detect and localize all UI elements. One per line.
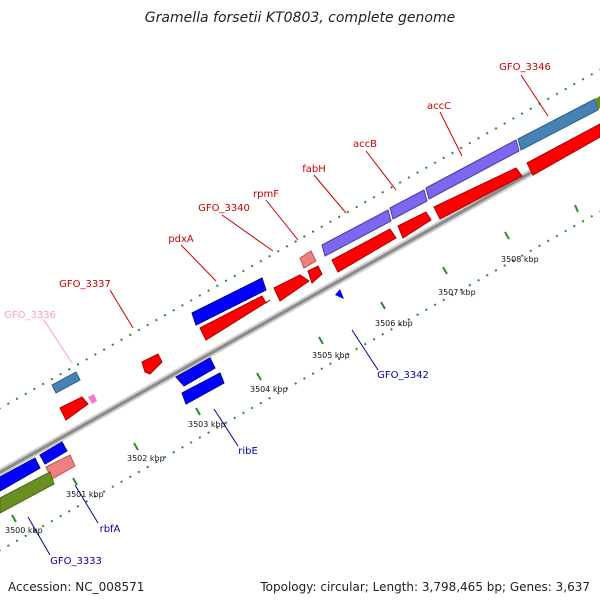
kbp-ticks <box>11 204 579 523</box>
kbp-label-3504: 3504 kbp <box>250 385 288 394</box>
gene-label-rpmF[interactable]: rpmF <box>253 189 279 200</box>
gene-label-GFO_3340[interactable]: GFO_3340 <box>198 203 250 214</box>
gene-label-accC[interactable]: accC <box>427 101 451 112</box>
gene-block-red-left[interactable] <box>59 396 89 421</box>
gene-block-rbfA-1[interactable] <box>39 441 68 465</box>
leader-lines-bottom <box>27 329 379 556</box>
features-strand-plus-outer <box>51 96 600 394</box>
gene-label-ribE[interactable]: ribE <box>238 446 258 457</box>
leader-lines-top <box>43 74 549 364</box>
gene-block-blue-left[interactable] <box>0 457 41 492</box>
features-strand-plus-inner <box>59 123 600 421</box>
kbp-label-3500: 3500 kbp <box>5 526 43 535</box>
gene-block-red-fabH[interactable] <box>331 228 397 273</box>
gene-block-pdxA[interactable] <box>191 277 267 326</box>
gene-block-GFO_3342[interactable] <box>335 289 344 299</box>
gene-label-GFO_3337[interactable]: GFO_3337 <box>59 279 111 290</box>
kbp-labels: 3500 kbp 3501 kbp 3502 kbp 3503 kbp 3504… <box>5 255 539 535</box>
rna-block-rpmF[interactable] <box>299 250 317 269</box>
gene-label-GFO_3342[interactable]: GFO_3342 <box>377 370 429 381</box>
map-title: Gramella forsetii KT0803, complete genom… <box>144 10 456 26</box>
gene-block-red-pdxA[interactable] <box>199 295 271 341</box>
gene-labels-top: GFO_3336 GFO_3337 pdxA GFO_3340 rpmF fab… <box>4 62 551 321</box>
kbp-label-3508: 3508 kbp <box>501 255 539 264</box>
gene-label-fabH[interactable]: fabH <box>302 164 326 175</box>
gene-label-GFO_3333[interactable]: GFO_3333 <box>50 556 102 567</box>
gene-block-red-3346[interactable] <box>526 123 600 176</box>
gene-block-ribE-1[interactable] <box>175 357 216 387</box>
gene-label-GFO_3346[interactable]: GFO_3346 <box>499 62 551 73</box>
genome-axis <box>0 129 600 477</box>
kbp-label-3503: 3503 kbp <box>188 420 226 429</box>
gene-block-steelblue-1[interactable] <box>51 371 81 394</box>
gene-block-olive-left[interactable] <box>0 471 55 514</box>
gene-label-rbfA[interactable]: rbfA <box>100 524 121 535</box>
gene-label-pdxA[interactable]: pdxA <box>168 234 194 245</box>
accession-label: Accession: NC_008571 <box>8 580 145 594</box>
gene-label-GFO_3336[interactable]: GFO_3336 <box>4 310 56 321</box>
gene-labels-bottom: GFO_3333 rbfA ribE GFO_3342 <box>50 370 429 567</box>
gene-block-rpmF[interactable] <box>307 265 323 284</box>
gene-block-olive-right[interactable] <box>595 96 600 110</box>
gene-block-ribE-2[interactable] <box>181 372 225 405</box>
kbp-label-3501: 3501 kbp <box>66 490 104 499</box>
kbp-label-3506: 3506 kbp <box>375 319 413 328</box>
kbp-label-3502: 3502 kbp <box>127 454 165 463</box>
gene-block-red-accB[interactable] <box>397 211 432 239</box>
gene-block-GFO_3340[interactable] <box>273 274 310 302</box>
rna-block-GFO_3336[interactable] <box>88 394 97 404</box>
kbp-label-3505: 3505 kbp <box>312 351 350 360</box>
gene-block-accB[interactable] <box>389 189 428 220</box>
topology-label: Topology: circular; Length: 3,798,465 bp… <box>260 580 590 594</box>
gene-block-GFO_3337[interactable] <box>141 353 163 375</box>
guide-lines <box>0 68 600 552</box>
gene-label-accB[interactable]: accB <box>353 139 377 150</box>
gene-block-red-accC[interactable] <box>433 167 523 220</box>
kbp-label-3507: 3507 kbp <box>438 288 476 297</box>
gene-block-fabH[interactable] <box>321 209 392 257</box>
gene-block-accC[interactable] <box>425 139 520 200</box>
features-strand-minus <box>0 289 344 514</box>
